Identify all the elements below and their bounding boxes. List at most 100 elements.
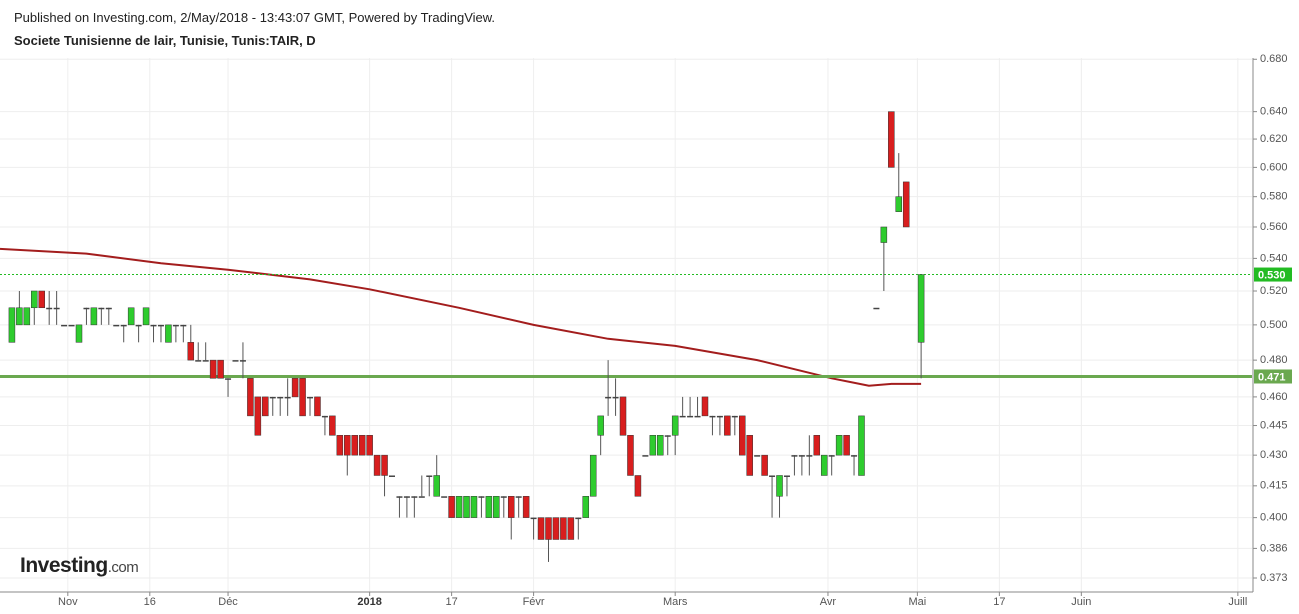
candle-body [634, 475, 642, 497]
candle-body [851, 455, 858, 457]
price-tag-label: 0.530 [1258, 269, 1286, 281]
x-tick-label: Déc [218, 596, 238, 608]
candle-body [895, 196, 903, 212]
candle-body [239, 360, 246, 362]
candle-body [798, 455, 805, 457]
candle-body [537, 517, 545, 540]
candle-body [657, 435, 664, 456]
candle-body [8, 307, 16, 343]
candle-body [642, 455, 649, 457]
y-tick-label: 0.460 [1260, 391, 1288, 403]
y-tick-label: 0.386 [1260, 542, 1288, 554]
candle-body [396, 496, 403, 498]
candle-body [127, 307, 135, 326]
candle-body [291, 378, 299, 398]
candle-body [493, 496, 500, 518]
candle-body [545, 517, 552, 540]
candle-body [202, 360, 209, 362]
candle-body [485, 496, 493, 518]
candle-body [68, 324, 75, 327]
candle-body [515, 496, 522, 498]
candle-body [769, 475, 776, 477]
candle-body [75, 324, 83, 343]
y-tick-label: 0.445 [1260, 419, 1288, 431]
candle-body [619, 396, 627, 436]
candle-body [135, 324, 142, 327]
candle-body [113, 324, 120, 327]
candle-body [351, 435, 358, 456]
candle-body [612, 396, 619, 399]
candle-body [873, 307, 880, 310]
x-tick-label: Févr [523, 596, 545, 608]
candle-body [649, 435, 657, 456]
candle-body [783, 475, 790, 477]
candle-body [664, 435, 671, 437]
y-tick-label: 0.600 [1260, 161, 1288, 173]
candle-body [165, 324, 172, 343]
candle-body [426, 475, 433, 477]
candle-body [433, 475, 440, 497]
candle-body [687, 415, 694, 418]
y-tick-label: 0.640 [1260, 106, 1288, 118]
candle-body [731, 415, 738, 418]
y-tick-label: 0.373 [1260, 572, 1288, 584]
y-tick-label: 0.400 [1260, 512, 1288, 524]
logo: Investing.com [20, 554, 139, 578]
y-tick-label: 0.620 [1260, 133, 1288, 145]
candle-body [858, 415, 865, 476]
logo-name: Investing [20, 554, 108, 577]
candle-body [105, 307, 112, 310]
candle-body [329, 415, 336, 436]
x-tick-label: Juin [1071, 596, 1091, 608]
candle-body [307, 396, 314, 399]
candle-body [31, 290, 38, 309]
y-tick-label: 0.580 [1260, 191, 1288, 203]
candle-body [478, 496, 485, 498]
candle-body [701, 396, 709, 417]
candle-body [441, 496, 448, 498]
candle-body [314, 396, 321, 417]
y-tick-label: 0.680 [1260, 53, 1288, 65]
y-tick-label: 0.415 [1260, 480, 1288, 492]
candle-body [254, 396, 262, 436]
candle-body [776, 475, 783, 497]
price-tag [1254, 369, 1292, 384]
candle-body [23, 307, 31, 326]
candle-body [90, 307, 98, 326]
x-tick-label: Juill [1228, 596, 1247, 608]
candle-body [16, 307, 23, 326]
candle-body [605, 396, 612, 399]
candle-body [83, 307, 90, 310]
x-tick-label: 17 [445, 596, 457, 608]
candle-body [150, 324, 157, 327]
x-tick-label: Avr [820, 596, 837, 608]
price-tag-label: 0.471 [1258, 371, 1286, 383]
source-line: Published on Investing.com, 2/May/2018 -… [14, 10, 496, 25]
candle-body [247, 378, 254, 417]
candle-body [448, 496, 455, 518]
candle-body [157, 324, 164, 327]
candle-body [880, 226, 888, 243]
candle-body [902, 181, 910, 228]
candle-body [806, 455, 813, 457]
candle-body [187, 342, 195, 361]
candle-body [470, 496, 478, 518]
candle-body [627, 435, 634, 476]
candle-body [560, 517, 567, 540]
candle-body [820, 454, 828, 476]
candle-body [46, 307, 53, 310]
logo-suffix: .com [107, 559, 139, 576]
candle-body [500, 496, 507, 498]
candle-body [366, 435, 373, 456]
candle-body [284, 396, 291, 399]
candle-body [61, 324, 68, 327]
candle-body [358, 435, 366, 456]
candle-body [761, 454, 768, 476]
candle-body [746, 435, 753, 476]
candle-body [552, 517, 560, 540]
candle-body [530, 517, 537, 520]
candle-body [53, 307, 60, 310]
x-tick-label: 2018 [357, 596, 381, 608]
y-tick-label: 0.480 [1260, 354, 1288, 366]
